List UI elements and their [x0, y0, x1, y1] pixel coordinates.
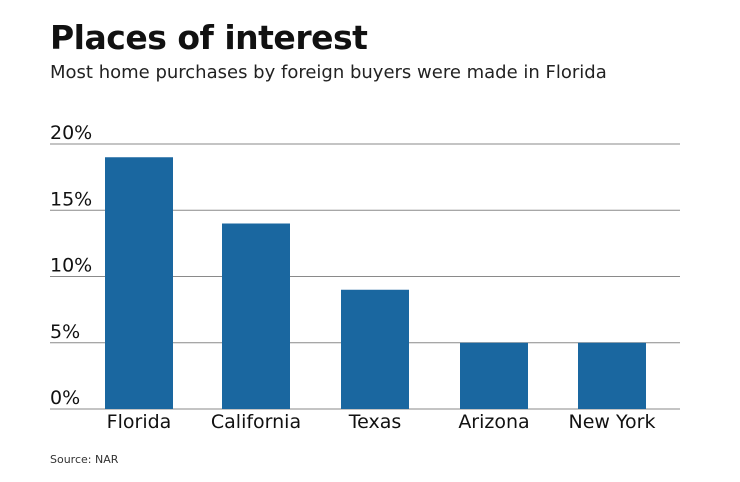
- bar-texas: [341, 289, 409, 409]
- x-category-label: California: [211, 411, 301, 433]
- x-category-label: Florida: [107, 411, 172, 433]
- bar-new-york: [578, 342, 646, 409]
- x-category-label: Texas: [348, 411, 402, 433]
- x-category-label: Arizona: [458, 411, 529, 433]
- y-tick-label: 0%: [50, 387, 80, 409]
- x-category-label: New York: [568, 411, 655, 433]
- bar-california: [222, 223, 290, 409]
- y-tick-label: 20%: [50, 122, 92, 144]
- chart-title: Places of interest: [50, 18, 368, 57]
- source-note: Source: NAR: [50, 453, 119, 466]
- y-tick-label: 15%: [50, 188, 92, 210]
- bar-arizona: [460, 342, 528, 409]
- bar-florida: [105, 157, 173, 409]
- y-tick-label: 10%: [50, 255, 92, 277]
- y-tick-label: 5%: [50, 321, 80, 343]
- chart-subtitle: Most home purchases by foreign buyers we…: [50, 62, 607, 83]
